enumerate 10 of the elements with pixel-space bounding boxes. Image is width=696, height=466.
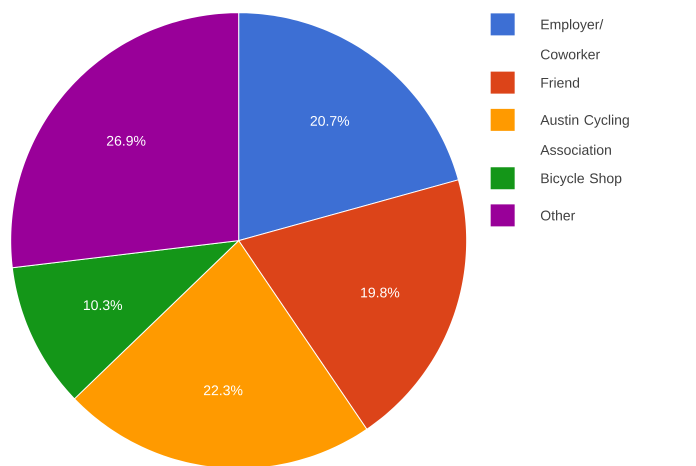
data-label: 19.8%: [361, 288, 400, 298]
data-label: 26.9%: [106, 136, 146, 146]
data-label: 22.3%: [204, 385, 242, 396]
category-label: Austin Cycling Association: [540, 114, 629, 155]
data-label: 20.7%: [310, 116, 350, 126]
data-label: 10.3%: [84, 300, 122, 310]
legend-label: Other: [540, 210, 576, 220]
category-label: Employer/ Coworker: [540, 19, 604, 60]
legend-label: Bicycle Shop: [541, 172, 622, 186]
legend-label: Friend: [541, 77, 580, 88]
